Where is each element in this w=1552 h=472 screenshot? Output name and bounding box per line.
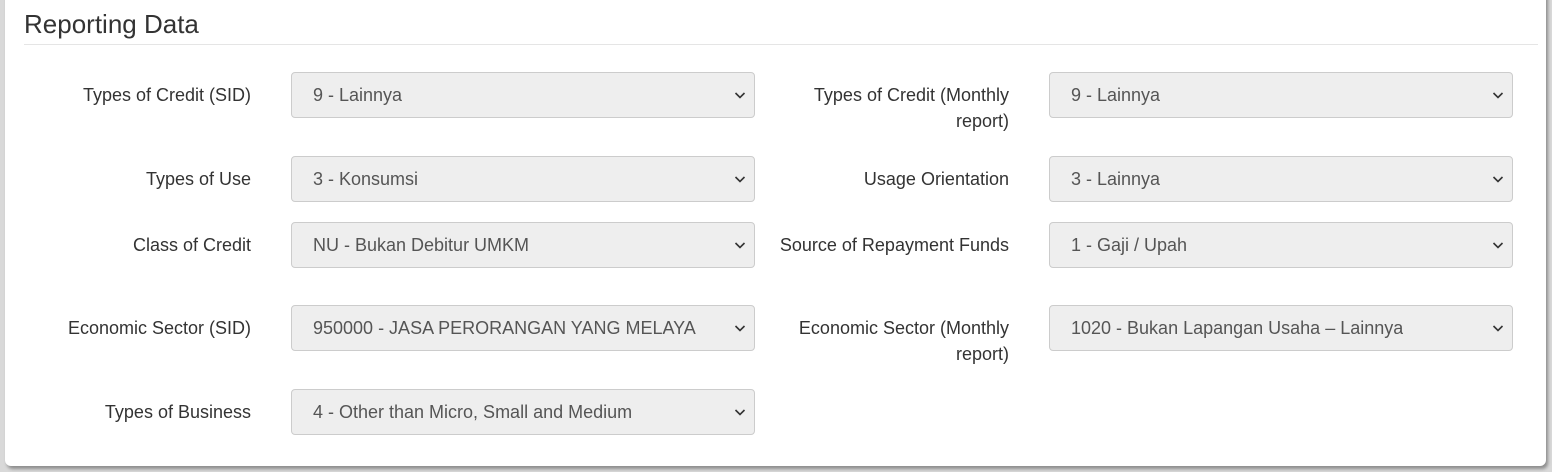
- selected-value: 9 - Lainnya: [1071, 85, 1161, 105]
- section-title: Reporting Data: [24, 9, 199, 39]
- economic-sector-monthly-report-select[interactable]: 1020 - Bukan Lapangan Usaha – Lainnya: [1049, 305, 1513, 351]
- types-of-credit-sid-select[interactable]: 9 - Lainnya: [291, 72, 755, 118]
- chevron-down-icon: [734, 409, 746, 416]
- divider: [24, 44, 1538, 45]
- selected-value: 1 - Gaji / Upah: [1071, 235, 1188, 255]
- chevron-down-icon: [1492, 325, 1504, 332]
- source-of-repayment-funds-select[interactable]: 1 - Gaji / Upah: [1049, 222, 1513, 268]
- chevron-down-icon: [1492, 92, 1504, 99]
- usage-orientation-select[interactable]: 3 - Lainnya: [1049, 156, 1513, 202]
- selected-value: 950000 - JASA PERORANGAN YANG MELAYA: [313, 318, 696, 338]
- usage-orientation-label: Usage Orientation: [863, 169, 1009, 189]
- types-of-use-select[interactable]: 3 - Konsumsi: [291, 156, 755, 202]
- types-of-business-select[interactable]: 4 - Other than Micro, Small and Medium: [291, 389, 755, 435]
- class-of-credit-label: Class of Credit: [132, 235, 251, 255]
- chevron-down-icon: [734, 242, 746, 249]
- types-of-credit-monthly-report-select[interactable]: 9 - Lainnya: [1049, 72, 1513, 118]
- types-of-use-label: Types of Use: [145, 169, 251, 189]
- class-of-credit-select[interactable]: NU - Bukan Debitur UMKM: [291, 222, 755, 268]
- selected-value: 4 - Other than Micro, Small and Medium: [313, 402, 633, 422]
- source-of-repayment-funds-label: Source of Repayment Funds: [779, 235, 1009, 255]
- selected-value: 3 - Konsumsi: [313, 169, 419, 189]
- selected-value: 3 - Lainnya: [1071, 169, 1161, 189]
- types-of-business-label: Types of Business: [104, 402, 251, 422]
- types-of-credit-monthly-report-label: Types of Credit (Monthly report): [813, 85, 1009, 131]
- selected-value: 9 - Lainnya: [313, 85, 403, 105]
- economic-sector-sid-label: Economic Sector (SID): [67, 318, 251, 338]
- chevron-down-icon: [1492, 176, 1504, 183]
- chevron-down-icon: [734, 92, 746, 99]
- types-of-credit-sid-label: Types of Credit (SID): [82, 85, 251, 105]
- chevron-down-icon: [734, 325, 746, 332]
- economic-sector-sid-select[interactable]: 950000 - JASA PERORANGAN YANG MELAYA: [291, 305, 755, 351]
- selected-value: NU - Bukan Debitur UMKM: [313, 235, 530, 255]
- economic-sector-monthly-report-label: Economic Sector (Monthly report): [798, 318, 1009, 364]
- chevron-down-icon: [734, 176, 746, 183]
- selected-value: 1020 - Bukan Lapangan Usaha – Lainnya: [1071, 318, 1404, 338]
- chevron-down-icon: [1492, 242, 1504, 249]
